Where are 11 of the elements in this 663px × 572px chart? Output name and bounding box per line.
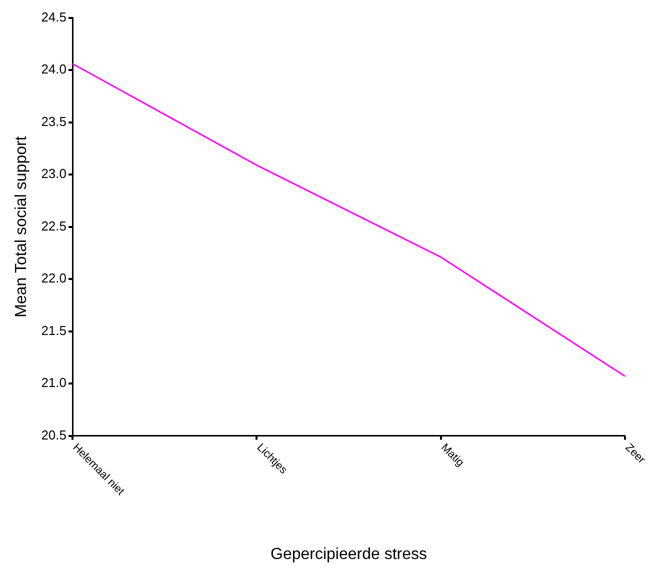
y-tick-label: 24.0 bbox=[41, 62, 66, 77]
y-tick-label: 23.5 bbox=[41, 114, 66, 129]
y-axis-title: Mean Total social support bbox=[13, 136, 30, 318]
y-tick-label: 20.5 bbox=[41, 427, 66, 442]
y-tick-label: 22.5 bbox=[41, 218, 66, 234]
x-axis-title: Gepercipieerde stress bbox=[270, 546, 428, 563]
y-tick-label: 21.5 bbox=[41, 322, 66, 338]
y-tick-label: 23.0 bbox=[41, 166, 66, 182]
y-tick-label: 24.5 bbox=[41, 9, 66, 24]
y-tick-label: 22.0 bbox=[41, 270, 66, 286]
y-tick-label: 21.0 bbox=[41, 375, 66, 390]
